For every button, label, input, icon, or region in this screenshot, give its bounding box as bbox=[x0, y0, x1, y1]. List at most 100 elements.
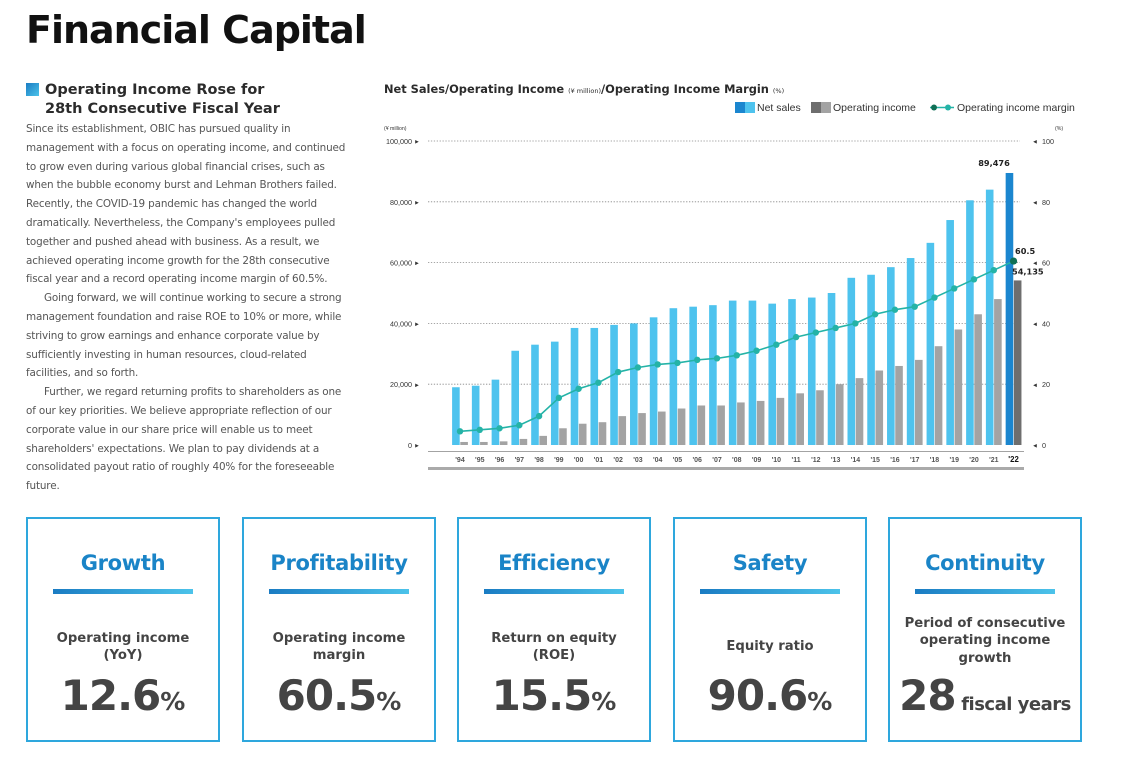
operating-income-bar bbox=[915, 359, 923, 445]
kpi-unit: % bbox=[376, 687, 402, 716]
operating-margin-point bbox=[773, 341, 780, 348]
kpi-number: 60.5 bbox=[276, 671, 378, 720]
paragraph-1: Since its establishment, OBIC has pursue… bbox=[26, 123, 346, 286]
x-tick-label: '22 bbox=[1008, 455, 1019, 464]
section-heading: Operating Income Rose for 28th Consecuti… bbox=[26, 81, 356, 119]
x-tick-label: '12 bbox=[811, 457, 821, 464]
operating-margin-point bbox=[496, 425, 503, 432]
net-sales-bar bbox=[728, 300, 737, 445]
operating-income-bar bbox=[677, 408, 686, 445]
margin-data-label: 60.5 bbox=[1015, 246, 1036, 256]
operating-margin-point bbox=[990, 267, 997, 274]
net-sales-bar bbox=[630, 323, 638, 445]
operating-margin-point bbox=[832, 324, 839, 332]
operating-margin-point bbox=[694, 356, 701, 364]
kpi-label: Return on equity (ROE) bbox=[469, 611, 639, 683]
body-text: Since its establishment, OBIC has pursue… bbox=[26, 120, 351, 496]
kpi-divider bbox=[915, 589, 1055, 594]
net-sales-bar bbox=[570, 327, 579, 445]
tick-arrow-icon: ◄ bbox=[1032, 383, 1038, 389]
x-tick-label: '97 bbox=[515, 457, 525, 464]
x-tick-label: '10 bbox=[772, 457, 782, 464]
kpi-unit: % bbox=[160, 687, 186, 716]
operating-income-bar bbox=[934, 346, 943, 445]
net-sales-bar bbox=[867, 274, 875, 445]
kpi-divider bbox=[700, 589, 840, 594]
heading-line-2: 28th Consecutive Fiscal Year bbox=[45, 101, 280, 117]
operating-income-bar bbox=[559, 428, 567, 445]
left-tick-label: 20,000 bbox=[390, 380, 412, 389]
tick-arrow-icon: ◄ bbox=[1032, 322, 1038, 328]
kpi-label-line: operating income bbox=[919, 633, 1051, 649]
operating-margin-point bbox=[792, 333, 800, 341]
net-sales-bar bbox=[887, 267, 895, 445]
left-tick-label: 40,000 bbox=[390, 319, 412, 328]
operating-income-bar bbox=[895, 365, 903, 445]
chart-title-unit-2: (%) bbox=[772, 87, 785, 95]
left-axis-unit: (¥ million) bbox=[384, 126, 407, 132]
heading-line-1: Operating Income Rose for bbox=[45, 82, 265, 98]
operating-margin-point bbox=[654, 361, 661, 368]
legend-net-sales-swatch bbox=[745, 102, 755, 113]
x-tick-label: '20 bbox=[969, 457, 979, 464]
net-sales-bar bbox=[1005, 172, 1014, 445]
tick-arrow-icon: ► bbox=[414, 383, 420, 389]
net-sales-bar bbox=[649, 317, 658, 445]
x-tick-label: '15 bbox=[870, 457, 880, 464]
x-tick-label: '07 bbox=[712, 457, 722, 464]
paragraph-3: Further, we regard returning profits to … bbox=[26, 386, 342, 493]
kpi-value: 12.6% bbox=[28, 671, 218, 720]
x-tick-label: '18 bbox=[930, 457, 940, 464]
net-sales-bar bbox=[847, 277, 856, 445]
x-tick-label: '00 bbox=[574, 457, 584, 464]
operating-margin-point bbox=[911, 303, 918, 310]
operating-margin-point bbox=[871, 311, 879, 318]
operating-margin-point bbox=[476, 426, 483, 433]
operating-margin-point bbox=[733, 352, 740, 359]
legend-margin-marker bbox=[945, 104, 951, 111]
operating-margin-point bbox=[852, 320, 859, 327]
operating-margin-point bbox=[516, 422, 523, 429]
kpi-unit: fiscal years bbox=[961, 694, 1071, 715]
net-sales-bar bbox=[768, 303, 777, 445]
operating-income-bar bbox=[539, 435, 547, 445]
x-tick-label: '04 bbox=[653, 457, 663, 464]
net-sales-bar bbox=[550, 341, 559, 445]
net-sales-bar bbox=[669, 308, 678, 445]
net-sales-bar bbox=[531, 344, 539, 445]
operating-margin-point bbox=[575, 385, 582, 392]
net-sales-bar bbox=[966, 200, 974, 445]
kpi-label-line: Equity ratio bbox=[726, 639, 814, 655]
net-sales-bar bbox=[946, 220, 954, 445]
net-sales-bar bbox=[511, 350, 520, 445]
operating-income-bar bbox=[954, 329, 963, 445]
tick-arrow-icon: ► bbox=[414, 200, 420, 206]
x-tick-label: '98 bbox=[534, 457, 544, 464]
operating-income-bar bbox=[855, 378, 864, 445]
kpi-title: Profitability bbox=[270, 551, 408, 575]
operating-margin-point bbox=[674, 359, 681, 367]
operating-income-bar bbox=[737, 402, 745, 445]
kpi-label: Equity ratio bbox=[685, 611, 855, 683]
kpi-continuity: Continuity Period of consecutive operati… bbox=[888, 517, 1082, 742]
chart-title-part-1: Net Sales/Operating Income bbox=[384, 82, 569, 96]
operating-income-bar bbox=[460, 441, 468, 445]
operating-income-bar bbox=[756, 400, 765, 445]
right-tick-label: 40 bbox=[1042, 319, 1050, 328]
operating-income-bar bbox=[994, 299, 1002, 445]
operating-margin-point bbox=[713, 355, 721, 362]
x-axis-baseline bbox=[428, 467, 1024, 470]
kpi-unit: % bbox=[807, 687, 833, 716]
left-tick-label: 80,000 bbox=[390, 198, 412, 207]
kpi-label-line: Operating income bbox=[272, 630, 406, 646]
x-tick-label: '14 bbox=[851, 457, 861, 464]
operating-income-bar bbox=[816, 390, 824, 445]
kpi-efficiency: Efficiency Return on equity (ROE) 15.5% bbox=[457, 517, 651, 742]
right-tick-label: 80 bbox=[1042, 198, 1050, 207]
net-sales-bar bbox=[906, 258, 915, 445]
kpi-label: Operating income margin bbox=[254, 611, 424, 683]
kpi-title: Safety bbox=[732, 551, 808, 575]
operating-margin-point bbox=[753, 347, 760, 354]
operating-income-bar bbox=[480, 441, 488, 445]
